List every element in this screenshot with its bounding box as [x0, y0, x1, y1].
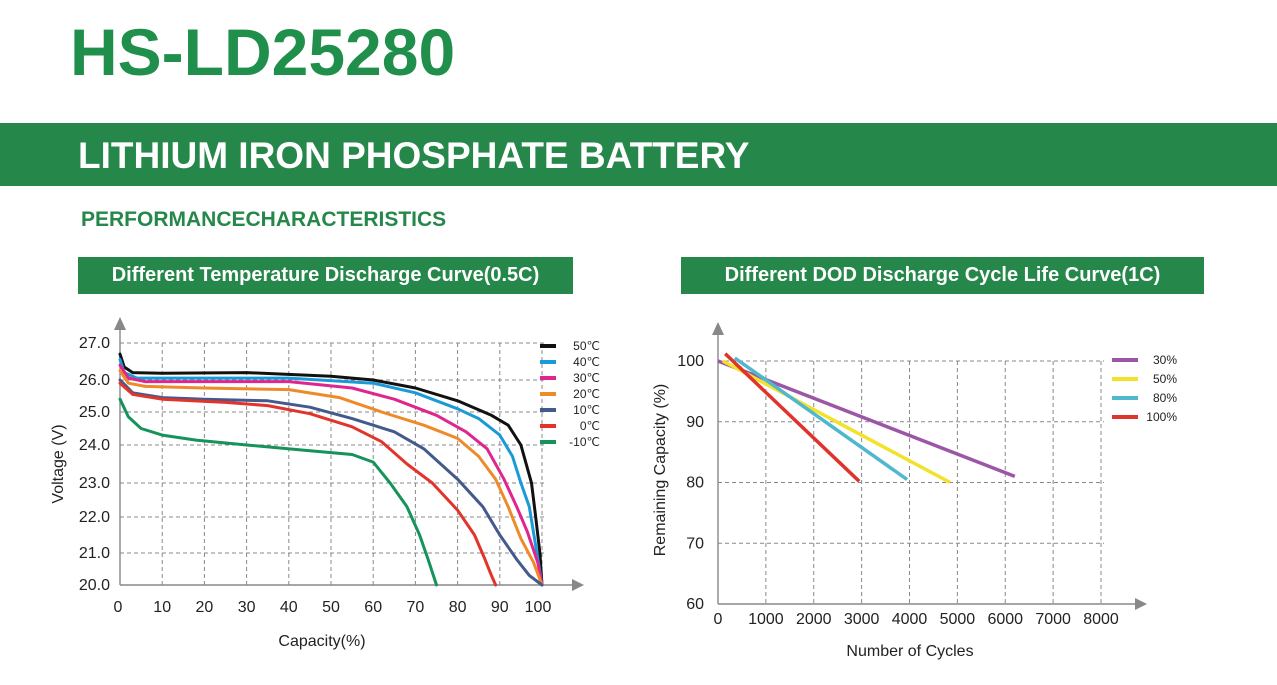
legend-label: 20℃	[573, 387, 600, 401]
y-tick-label: 23.0	[79, 475, 110, 492]
x-tick-label: 100	[525, 599, 552, 616]
legend-label: 10℃	[573, 403, 600, 417]
x-tick-label: 8000	[1083, 611, 1119, 628]
model-number: HS-LD25280	[70, 15, 456, 89]
x-axis-arrow	[572, 579, 584, 591]
y-tick-label: 25.0	[79, 404, 110, 421]
y-tick-label: 24.0	[79, 437, 110, 454]
temperature-discharge-chart: 20.0 21.0 22.0 23.0 24.0 25.0 26.0 27.0 0 10 20 30 4…	[50, 317, 600, 650]
y-tick-label: 70	[686, 535, 704, 552]
chart2-title: Different DOD Discharge Cycle Life Curve…	[681, 257, 1204, 294]
y-tick-label: 100	[677, 353, 704, 370]
x-tick-label: 0	[114, 599, 123, 616]
x-axis-arrow	[1135, 598, 1147, 610]
series-line	[733, 356, 909, 481]
series-line	[118, 358, 544, 587]
x-tick-label: 2000	[796, 611, 832, 628]
x-tick-label: 7000	[1035, 611, 1071, 628]
banner-title: LITHIUM IRON PHOSPHATE BATTERY	[78, 135, 750, 176]
legend-label: 30%	[1153, 353, 1177, 367]
x-tick-label: 10	[153, 599, 171, 616]
x-axis-label: Number of Cycles	[846, 643, 973, 660]
x-tick-label: 80	[449, 599, 467, 616]
x-axis-label: Capacity(%)	[278, 633, 365, 650]
x-tick-label: 3000	[844, 611, 880, 628]
legend-label: 0℃	[580, 419, 600, 433]
series-line	[118, 397, 438, 587]
x-tick-label: 5000	[940, 611, 976, 628]
y-axis-label: Voltage (V)	[50, 424, 67, 503]
x-tick-label: 6000	[987, 611, 1023, 628]
y-tick-label: 90	[686, 414, 704, 431]
legend-label: 50℃	[573, 339, 600, 353]
y-tick-label: 21.0	[79, 545, 110, 562]
x-tick-label: 4000	[892, 611, 928, 628]
y-tick-label: 26.0	[79, 372, 110, 389]
x-tick-label: 40	[280, 599, 298, 616]
x-tick-label: 0	[714, 611, 723, 628]
legend-label: 80%	[1153, 391, 1177, 405]
series-line	[118, 369, 544, 587]
title-banner: LITHIUM IRON PHOSPHATE BATTERY	[0, 123, 1277, 186]
series-line	[118, 381, 498, 587]
x-tick-label: 90	[491, 599, 509, 616]
y-tick-label: 20.0	[79, 577, 110, 594]
x-tick-label: 60	[364, 599, 382, 616]
series-line	[721, 359, 952, 485]
y-axis-arrow	[114, 317, 126, 330]
chart1-title: Different Temperature Discharge Curve(0.…	[78, 257, 573, 294]
y-tick-label: 22.0	[79, 509, 110, 526]
y-tick-label: 80	[686, 475, 704, 492]
legend-label: 100%	[1146, 410, 1177, 424]
legend-label: 40℃	[573, 355, 600, 369]
legend-label: -10℃	[569, 435, 600, 449]
x-tick-label: 70	[407, 599, 425, 616]
y-axis-label: Remaining Capacity (%)	[652, 384, 669, 557]
section-heading: PERFORMANCECHARACTERISTICS	[81, 208, 447, 231]
series-line	[118, 352, 544, 587]
x-tick-label: 1000	[748, 611, 784, 628]
x-tick-label: 30	[238, 599, 256, 616]
series-line	[118, 363, 544, 587]
y-axis-arrow	[712, 322, 724, 335]
y-tick-label: 27.0	[79, 335, 110, 352]
x-tick-label: 20	[196, 599, 214, 616]
x-tick-label: 50	[322, 599, 340, 616]
series-line	[723, 352, 861, 483]
legend-label: 30℃	[573, 371, 600, 385]
y-tick-label: 60	[686, 596, 704, 613]
series-line	[118, 378, 544, 587]
legend-label: 50%	[1153, 372, 1177, 386]
